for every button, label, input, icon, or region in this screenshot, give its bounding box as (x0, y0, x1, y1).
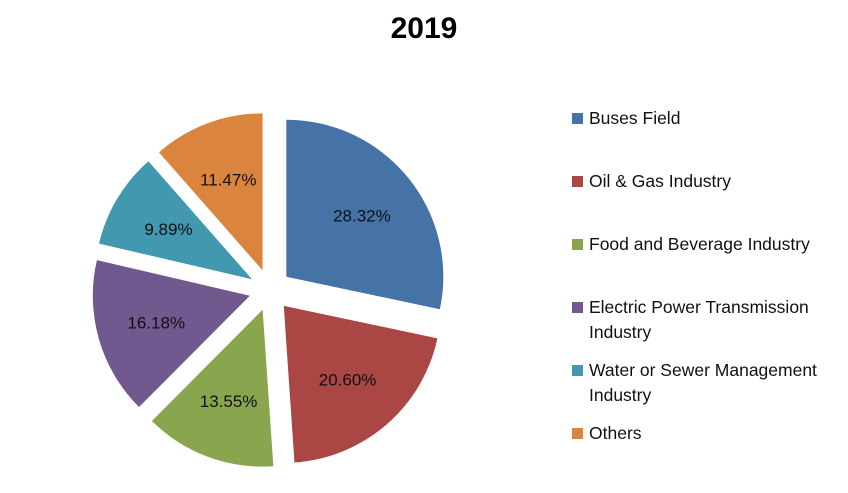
legend-swatch (572, 302, 583, 313)
legend-item: Water or Sewer Management Industry (572, 358, 848, 408)
chart-title: 2019 (390, 12, 458, 45)
data-label: 9.89% (144, 220, 192, 239)
legend-swatch (572, 428, 583, 439)
legend-label: Others (589, 423, 642, 443)
legend-label: Food and Beverage Industry (589, 234, 810, 254)
legend-item: Buses Field (572, 106, 848, 131)
legend-item: Electric Power Transmission Industry (572, 295, 848, 345)
pie-slice (286, 119, 444, 310)
data-label: 13.55% (200, 392, 258, 411)
pie-slice (92, 260, 250, 408)
legend-label: Water or Sewer Management Industry (589, 360, 817, 405)
legend-label: Buses Field (589, 108, 681, 128)
data-label: 11.47% (200, 170, 256, 189)
data-label: 28.32% (333, 206, 391, 225)
pie-slice (99, 161, 252, 280)
legend-swatch (572, 365, 583, 376)
legend-item: Food and Beverage Industry (572, 232, 848, 257)
pie-slice (159, 113, 263, 271)
legend-item: Others (572, 421, 848, 446)
pie-slice (283, 305, 438, 463)
legend-label: Oil & Gas Industry (589, 171, 731, 191)
legend-item: Oil & Gas Industry (572, 169, 848, 194)
data-label: 20.60% (319, 370, 377, 389)
legend-label: Electric Power Transmission Industry (589, 297, 809, 342)
pie-slice (151, 309, 274, 467)
legend-swatch (572, 176, 583, 187)
legend-swatch (572, 113, 583, 124)
data-label: 16.18% (127, 314, 185, 333)
legend-swatch (572, 239, 583, 250)
